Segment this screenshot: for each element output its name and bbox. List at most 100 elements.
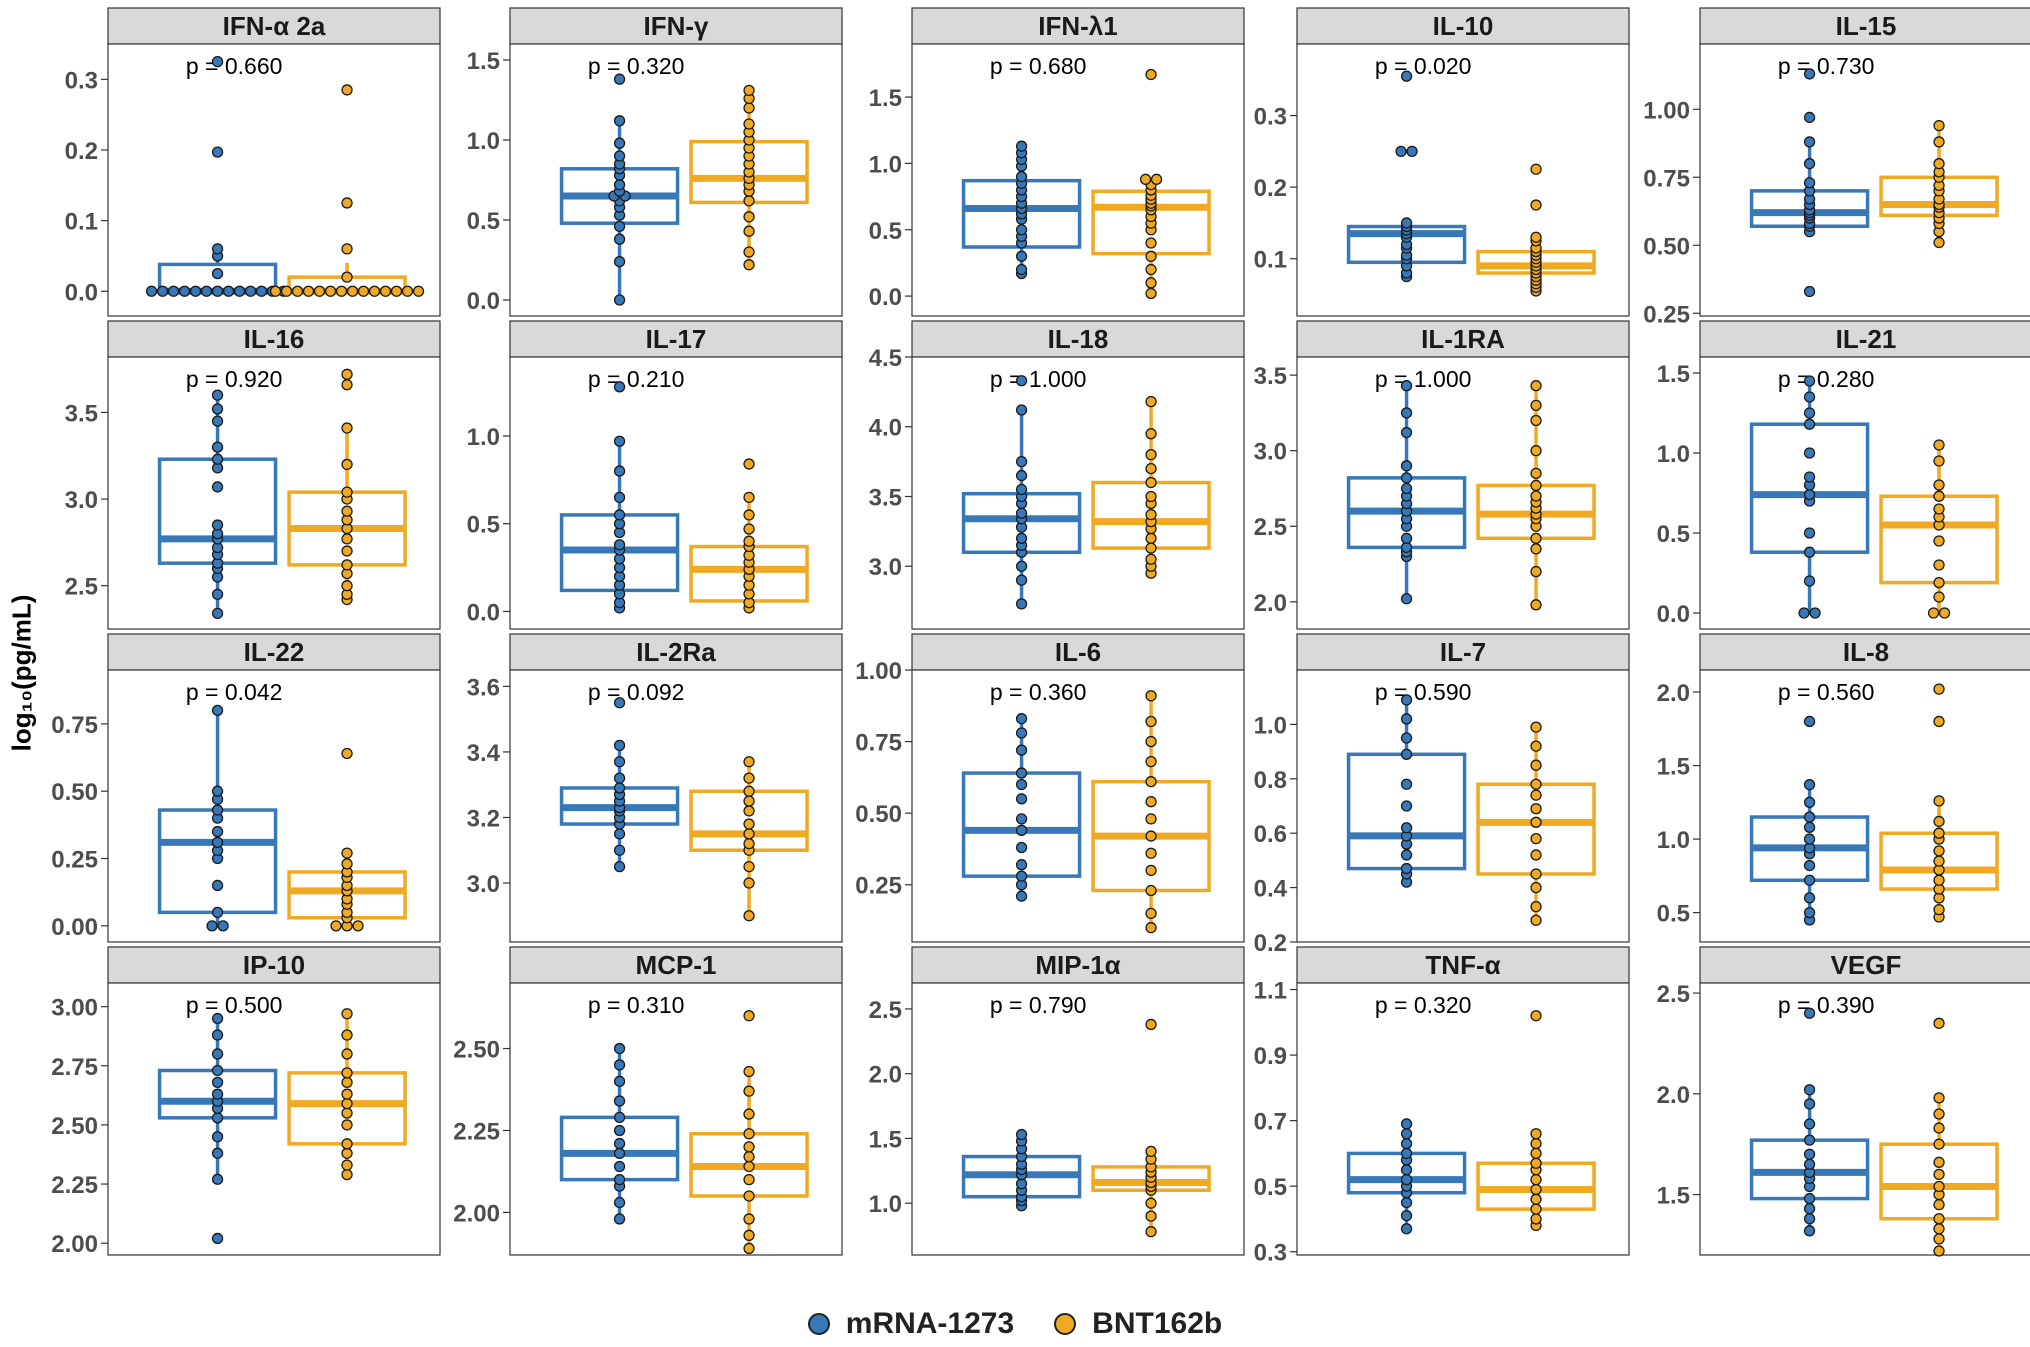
data-point (1015, 560, 1028, 572)
data-point (1400, 532, 1413, 544)
data-point (1145, 1226, 1157, 1238)
data-point (1400, 1118, 1413, 1130)
data-point (1530, 414, 1542, 427)
data-point (1145, 490, 1157, 503)
p-value: p = 0.660 (186, 53, 283, 79)
data-point (341, 422, 353, 434)
data-point (743, 1065, 755, 1078)
data-point (341, 580, 353, 592)
data-point (743, 756, 755, 768)
data-point (1803, 874, 1816, 886)
data-point (613, 1059, 626, 1071)
data-point (743, 1151, 755, 1163)
data-point (1803, 1192, 1816, 1205)
panel-title: IL-17 (646, 324, 707, 354)
data-point (211, 906, 224, 919)
y-tick-label: 3.0 (65, 487, 98, 514)
data-point (1803, 575, 1816, 587)
data-point (211, 453, 224, 465)
panel-title: IP-10 (243, 950, 305, 980)
data-point (1933, 455, 1945, 467)
y-tick-label: 1.5 (869, 85, 902, 112)
data-point (1015, 171, 1028, 183)
data-point (743, 1229, 755, 1241)
data-point (1530, 479, 1542, 492)
data-point (1400, 732, 1413, 744)
data-point (324, 285, 337, 297)
data-point (1145, 287, 1157, 300)
y-tick-label: 2.00 (453, 1200, 500, 1227)
data-point (1400, 460, 1413, 472)
data-point (1530, 163, 1542, 175)
group-bnt162b (1091, 690, 1211, 934)
data-point (1145, 508, 1157, 521)
data-point (1145, 68, 1157, 81)
data-point (1933, 827, 1945, 839)
data-point (1803, 418, 1816, 430)
data-point (743, 877, 755, 889)
data-point (613, 1213, 626, 1225)
y-tick-label: 1.0 (467, 128, 500, 155)
data-point (1803, 715, 1816, 728)
legend-label-bnt162b: BNT162b (1092, 1307, 1223, 1340)
data-point (211, 607, 224, 620)
data-point (211, 1012, 224, 1025)
data-point (1803, 1007, 1816, 1019)
data-point (341, 1168, 353, 1181)
data-point (1803, 811, 1816, 823)
data-point (613, 179, 626, 191)
data-point (1933, 1138, 1945, 1150)
data-point (1145, 847, 1157, 859)
data-point (1803, 1134, 1816, 1146)
data-point (743, 84, 755, 97)
panel-ip-10: IP-10 2.00 2.25 2.50 2.75 3.00 p = 0.500 (51, 946, 441, 1258)
data-point (743, 246, 755, 258)
data-point (743, 838, 755, 850)
y-axis-label: log₁₀(pg/mL) (6, 594, 37, 752)
data-point (1927, 607, 1940, 619)
panel-strip (1296, 633, 1630, 671)
y-tick-label: 0.3 (1254, 104, 1287, 131)
data-point (1933, 855, 1945, 867)
legend-dot-bnt162b (1054, 1313, 1077, 1335)
panel-strip (107, 320, 441, 358)
data-point (211, 1147, 224, 1159)
data-point (1803, 833, 1816, 845)
data-point (390, 285, 403, 297)
data-point (1015, 890, 1028, 902)
data-point (1530, 1213, 1542, 1225)
data-point (1145, 735, 1157, 748)
y-tick-label: 1.0 (467, 424, 500, 451)
panel-strip (911, 320, 1245, 358)
y-tick-label: 1.5 (869, 1126, 902, 1153)
data-point (613, 697, 626, 709)
data-point (1530, 1183, 1542, 1196)
group-bnt162b (287, 368, 407, 606)
data-point (1015, 841, 1028, 854)
y-tick-label: 0.0 (1657, 601, 1690, 628)
data-point (1933, 490, 1945, 502)
panel-il-15: IL-15 0.25 0.50 0.75 1.00 p = 0.730 (1643, 7, 2030, 328)
panel-mcp-1: MCP-1 2.00 2.25 2.50 p = 0.310 (453, 946, 843, 1256)
panel-title: TNF-α (1425, 950, 1500, 980)
data-point (613, 782, 626, 794)
data-point (1145, 532, 1157, 544)
data-point (1406, 145, 1418, 158)
data-point (743, 535, 755, 547)
data-point (1933, 874, 1945, 886)
panel-strip (509, 320, 843, 358)
group-mrna-1273 (1749, 1007, 1870, 1237)
group-mrna-1273 (961, 713, 1082, 902)
data-point (743, 1160, 755, 1173)
y-tick-label: 2.0 (869, 1062, 902, 1089)
data-point (1803, 906, 1816, 919)
group-bnt162b (287, 747, 407, 932)
group-mrna-1273 (559, 1042, 680, 1225)
data-point (743, 259, 755, 271)
y-tick-label: 0.2 (65, 138, 98, 165)
panel-ifn-2a: IFN-α 2a 0.0 0.1 0.2 0.3 p = 0.660 (65, 7, 441, 317)
y-tick-label: 3.0 (1254, 439, 1287, 466)
data-point (1145, 553, 1157, 565)
data-point (291, 285, 304, 297)
group-bnt162b (287, 1008, 407, 1181)
